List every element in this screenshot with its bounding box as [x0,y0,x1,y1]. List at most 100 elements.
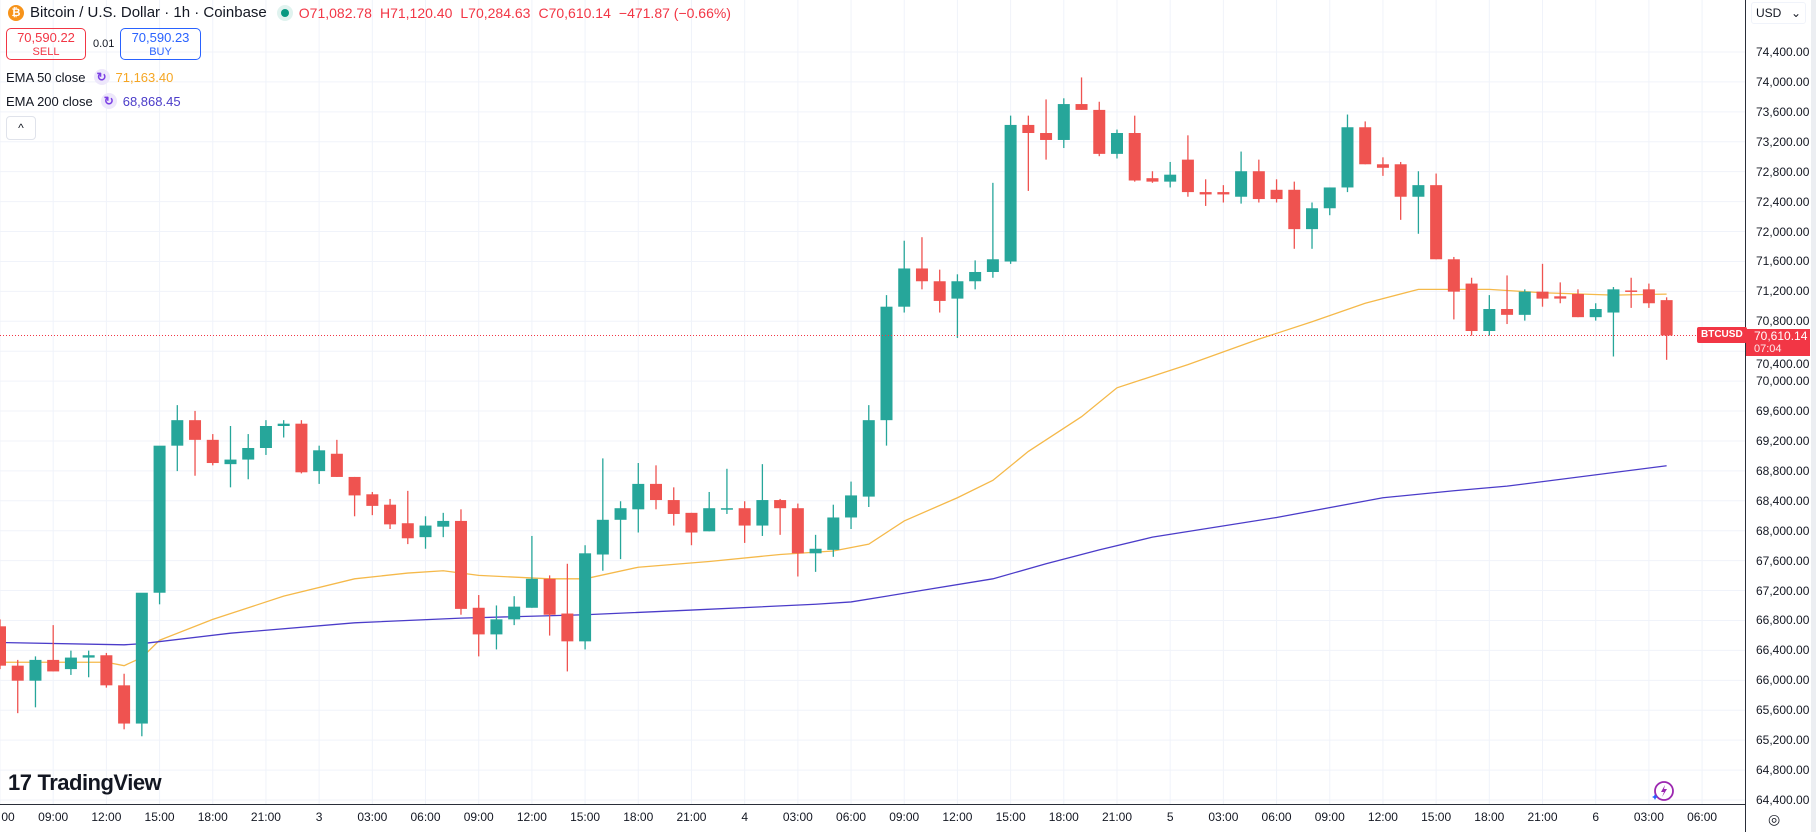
candle-up [1607,287,1620,357]
price-tick-label: 70,800.00 [1756,314,1810,329]
time-tick-label: 12:00 [1367,810,1398,824]
current-price-label: 70,610.14 07:04 [1746,329,1810,357]
candle-body [454,520,467,609]
tradingview-logo[interactable]: 17 TradingView [8,770,162,796]
price-tick-label: 72,000.00 [1756,224,1810,239]
candle-body [1288,189,1301,230]
time-tick-label: 21:00 [1101,810,1132,824]
candle-body [1252,171,1265,200]
time-tick-label: 6 [1592,810,1600,824]
ohlc-open: O71,082.78 [298,4,372,21]
price-tick-label: 74,400.00 [1756,45,1810,59]
candle-down [1075,77,1088,110]
candle-up [64,650,77,675]
candle-up [845,481,858,529]
candle-up [259,420,272,455]
indicator-ema200[interactable]: EMA 200 close ↻ 68,868.45 [6,93,181,109]
candle-up [898,240,911,313]
price-tick-label: 70,400.00 [1756,357,1810,372]
price-tick-label: 74,000.00 [1756,74,1810,89]
candle-down [47,625,60,672]
ohlc-low: L70,284.63 [460,4,531,21]
candle-body [1589,309,1602,318]
sell-button[interactable]: 70,590.22 SELL [6,28,86,60]
lightning-sparkle-icon[interactable] [1651,779,1675,803]
bitcoin-icon: ₿ [8,4,24,21]
candle-down [1217,185,1230,203]
candle-body [845,495,858,518]
candle-up [277,420,290,438]
candle-up [969,260,982,290]
candle-body [1022,124,1035,134]
candle-down [1040,99,1053,160]
candle-up [614,501,627,560]
candle-body [224,459,237,465]
time-axis[interactable] [0,804,1745,833]
time-tick-label: 15:00 [144,810,175,824]
candle-body [330,453,343,477]
candle-body [969,271,982,282]
time-tick-label: 21:00 [250,810,281,824]
candle-body [437,520,450,527]
buy-button[interactable]: 70,590.23 BUY [120,28,201,60]
price-tick-label: 66,800.00 [1756,613,1810,628]
candle-body [614,508,627,520]
time-tick-label: 03:00 [1633,810,1664,824]
collapse-legend-button[interactable]: ^ [6,116,36,140]
candle-body [1483,309,1496,332]
candle-body [898,268,911,307]
candle-body [1306,208,1319,230]
tradingview-logo-icon: 17 [8,770,32,795]
candle-up [1341,114,1354,193]
ema200-line [0,465,1667,646]
candle-down [1252,159,1265,203]
price-tick-label: 73,600.00 [1756,104,1810,119]
candle-down [1465,277,1478,336]
candle-body [862,420,875,497]
candle-body [366,494,379,506]
price-tick-label: 65,200.00 [1756,733,1810,748]
candle-up [880,295,893,446]
time-tick-label: 15:00 [570,810,601,824]
candle-body [206,439,219,464]
candle-up [862,405,875,508]
time-tick-label: 09:00 [1314,810,1345,824]
candle-down [11,659,24,714]
candle-body [1642,289,1655,304]
candle-body [401,523,414,539]
price-tick-label: 68,800.00 [1756,463,1810,478]
candle-body [1270,189,1283,200]
candle-body [1075,104,1088,110]
time-tick-label: 21:00 [676,810,707,824]
price-tick-label: 69,600.00 [1756,404,1810,419]
candle-up [756,464,769,536]
time-tick-label: 18:00 [1048,810,1079,824]
candle-body [685,512,698,533]
symbol-title[interactable]: Bitcoin / U.S. Dollar · 1h · Coinbase [30,4,267,21]
candle-body [880,306,893,421]
logo-text: TradingView [37,770,162,795]
indicator-ema50[interactable]: EMA 50 close ↻ 71,163.40 [6,69,173,85]
candle-up [1306,202,1319,249]
price-chart[interactable] [0,0,1745,804]
candle-up [632,463,645,533]
candle-down [100,652,113,688]
candle-down [1660,297,1673,360]
candle-up [29,656,42,708]
time-tick-label: 4 [741,810,748,824]
candle-up [720,468,733,514]
candle-body [1004,124,1017,262]
currency-select[interactable]: USD ⌄ [1751,2,1806,24]
time-tick-label: 00 [1,810,15,824]
candle-down [667,487,680,526]
candle-down [295,420,308,474]
candle-body [1607,289,1620,313]
candle-up [1518,289,1531,321]
price-axis[interactable] [1745,0,1812,832]
candle-body [1323,187,1336,209]
candle-body [277,423,290,426]
scrollbar[interactable] [1811,0,1816,832]
eye-icon[interactable]: ◎ [1768,811,1781,827]
time-tick-label: 3 [315,810,323,824]
candle-down [0,619,6,670]
